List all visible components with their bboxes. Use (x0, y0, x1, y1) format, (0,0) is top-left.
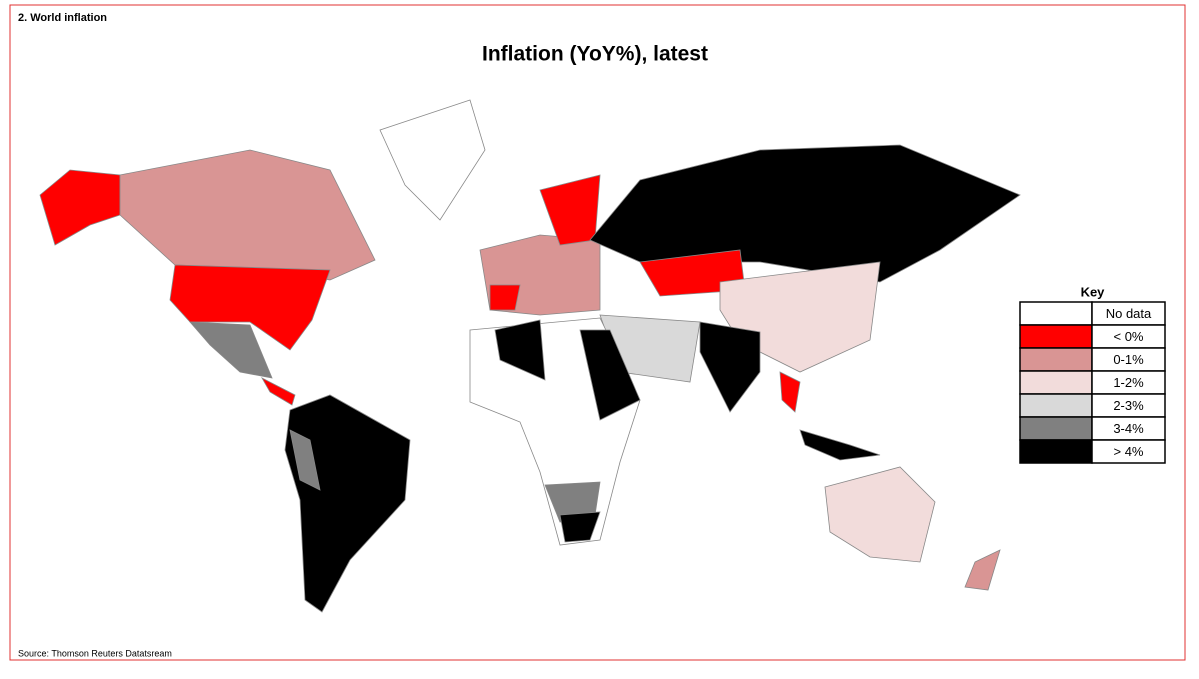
legend-swatch (1019, 347, 1093, 372)
legend-label: > 4% (1114, 444, 1144, 459)
east-africa (579, 329, 641, 421)
thailand (779, 371, 801, 413)
section-label: 2. World inflation (18, 12, 107, 24)
source-note: Source: Thomson Reuters Datatsream (18, 648, 172, 658)
south-america (284, 394, 411, 613)
iberia (489, 284, 521, 311)
legend-label: 0-1% (1113, 352, 1144, 367)
legend-swatch (1019, 301, 1093, 326)
scandinavia (539, 174, 601, 246)
map-title: Inflation (YoY%), latest (482, 43, 708, 66)
peru (289, 429, 321, 491)
canada (119, 149, 376, 281)
legend-cell (1091, 439, 1166, 464)
new-zealand (964, 549, 1001, 591)
legend-swatch (1019, 439, 1093, 464)
legend-swatch (1019, 324, 1093, 349)
algeria (494, 319, 546, 381)
legend-label: < 0% (1114, 329, 1144, 344)
usa (169, 264, 331, 351)
mexico (189, 321, 273, 379)
frame (9, 4, 1186, 661)
legend-label: No data (1106, 306, 1152, 321)
greenland (379, 99, 486, 221)
indonesia (799, 429, 881, 461)
legend-label: 2-3% (1113, 398, 1144, 413)
south-africa (559, 511, 601, 543)
legend-label: 3-4% (1113, 421, 1144, 436)
alaska (39, 169, 121, 246)
central-america (260, 377, 296, 406)
legend-label: 1-2% (1113, 375, 1144, 390)
legend-swatch (1019, 393, 1093, 418)
legend-swatch (1019, 370, 1093, 395)
legend-swatch (1019, 416, 1093, 441)
legend-title: Key (1081, 284, 1106, 299)
australia (824, 466, 936, 563)
india (699, 321, 761, 413)
world-map (39, 99, 1021, 613)
